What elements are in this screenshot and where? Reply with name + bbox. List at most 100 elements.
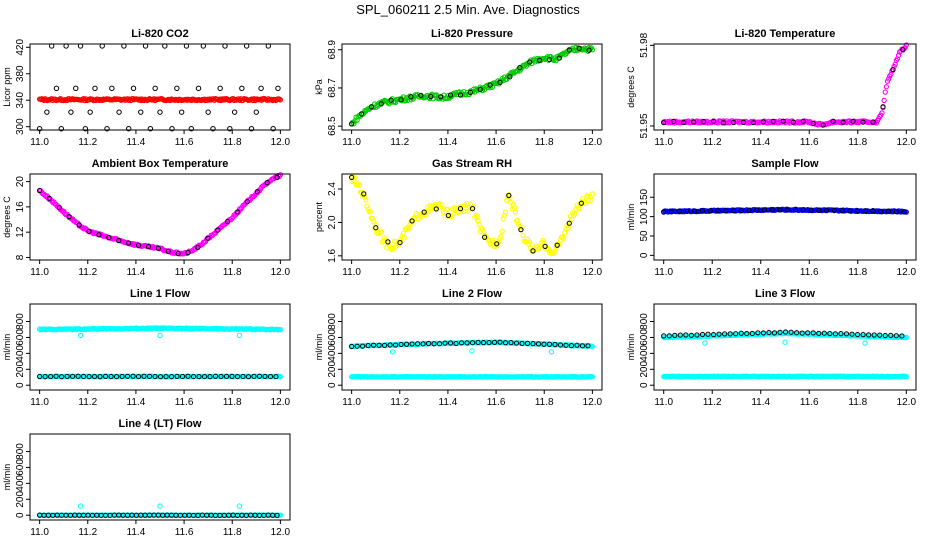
series-diag <box>349 45 592 127</box>
panel-temperature: Li-820 Temperature degrees C 11.0 11.2 11.4 1… <box>626 28 917 148</box>
series-diag <box>661 329 905 339</box>
y-tick-label: 16 <box>15 201 26 213</box>
data-point <box>873 120 880 126</box>
panel-title: Gas Stream RH <box>432 158 512 170</box>
data-point <box>871 332 877 338</box>
data-point <box>589 191 596 197</box>
y-axis-label: degrees C <box>626 66 636 108</box>
x-tick-label: 11.0 <box>342 397 361 408</box>
data-point <box>277 97 284 103</box>
series-primary <box>36 325 284 333</box>
x-tick-label: 12.0 <box>897 397 917 408</box>
data-point <box>102 373 109 379</box>
data-point <box>671 118 677 125</box>
data-point <box>245 374 252 380</box>
data-point <box>899 333 905 339</box>
y-tick-label: 300 <box>15 118 26 135</box>
data-point <box>64 373 70 379</box>
data-point <box>145 243 152 250</box>
data-point <box>832 331 839 337</box>
data-point <box>816 207 822 214</box>
series-diag <box>37 174 280 257</box>
data-point <box>135 242 142 248</box>
data-point <box>367 208 373 215</box>
panel-rh: Gas Stream RH percent 11.0 11.2 11.4 11.6 11.8… <box>314 158 603 278</box>
data-point <box>119 373 125 380</box>
data-point <box>277 172 284 178</box>
series-outliers <box>702 339 868 346</box>
data-point <box>108 373 114 380</box>
series-primary <box>36 172 284 257</box>
data-point <box>59 374 65 380</box>
data-point <box>227 125 233 132</box>
data-point <box>155 245 161 251</box>
data-point <box>474 213 480 220</box>
data-point <box>541 341 547 347</box>
y-tick-label: 1.6 <box>327 248 338 262</box>
data-point <box>502 340 509 346</box>
data-point <box>363 197 369 203</box>
data-point <box>229 373 235 379</box>
data-point <box>518 227 524 233</box>
plot-frame <box>653 43 917 131</box>
data-point <box>428 94 434 100</box>
series-diag <box>349 174 584 254</box>
y-tick-label: 380 <box>15 65 26 82</box>
data-point <box>364 203 370 209</box>
x-tick-label: 11.6 <box>487 137 506 148</box>
data-point <box>700 119 707 125</box>
data-point <box>511 204 517 210</box>
x-tick-label: 11.8 <box>848 267 867 278</box>
x-tick-label: 11.4 <box>751 137 770 148</box>
data-point <box>113 374 120 380</box>
data-point <box>469 348 475 354</box>
y-tick-label: 50 <box>639 230 650 242</box>
data-point <box>849 331 855 337</box>
data-point <box>521 63 527 69</box>
data-point <box>254 189 260 195</box>
data-point <box>850 118 856 124</box>
x-tick-label: 11.8 <box>223 397 242 408</box>
data-point <box>453 340 459 347</box>
data-point <box>830 118 836 124</box>
data-point <box>356 182 362 189</box>
x-tick-label: 11.2 <box>78 527 97 538</box>
x-tick-label: 11.0 <box>342 267 361 278</box>
data-point <box>274 512 280 518</box>
data-point <box>548 349 555 355</box>
data-point <box>661 120 667 126</box>
data-point <box>487 82 493 88</box>
data-point <box>893 208 899 215</box>
data-point <box>86 373 92 380</box>
data-point <box>97 374 103 380</box>
data-point <box>497 339 503 345</box>
data-point <box>408 94 414 100</box>
data-point <box>777 207 783 213</box>
data-point <box>862 208 868 214</box>
x-tick-label: 11.6 <box>175 267 194 278</box>
y-tick-label: 0 <box>327 382 338 388</box>
data-point <box>196 373 202 380</box>
data-point <box>900 46 906 53</box>
plot-frame <box>341 303 603 391</box>
series-secondary <box>661 373 909 380</box>
data-point <box>205 109 211 115</box>
data-point <box>46 195 53 201</box>
data-point <box>766 329 772 336</box>
y-tick-label: 68.5 <box>327 116 338 136</box>
data-point <box>723 208 729 214</box>
x-tick-label: 12.0 <box>583 137 603 148</box>
data-point <box>530 341 536 347</box>
data-point <box>893 333 899 339</box>
data-point <box>684 208 690 215</box>
data-point <box>552 341 558 348</box>
data-point <box>409 341 415 347</box>
data-point <box>195 85 202 92</box>
panel-title: Line 4 (LT) Flow <box>119 418 202 430</box>
data-point <box>371 342 377 348</box>
x-tick-label: 11.6 <box>800 137 819 148</box>
data-point <box>507 74 513 80</box>
data-point <box>212 373 219 379</box>
x-tick-label: 12.0 <box>583 267 603 278</box>
panel-line1: Line 1 Flow ml/min 11.0 11.2 11.4 11.6 11.8 12.… <box>2 288 291 408</box>
